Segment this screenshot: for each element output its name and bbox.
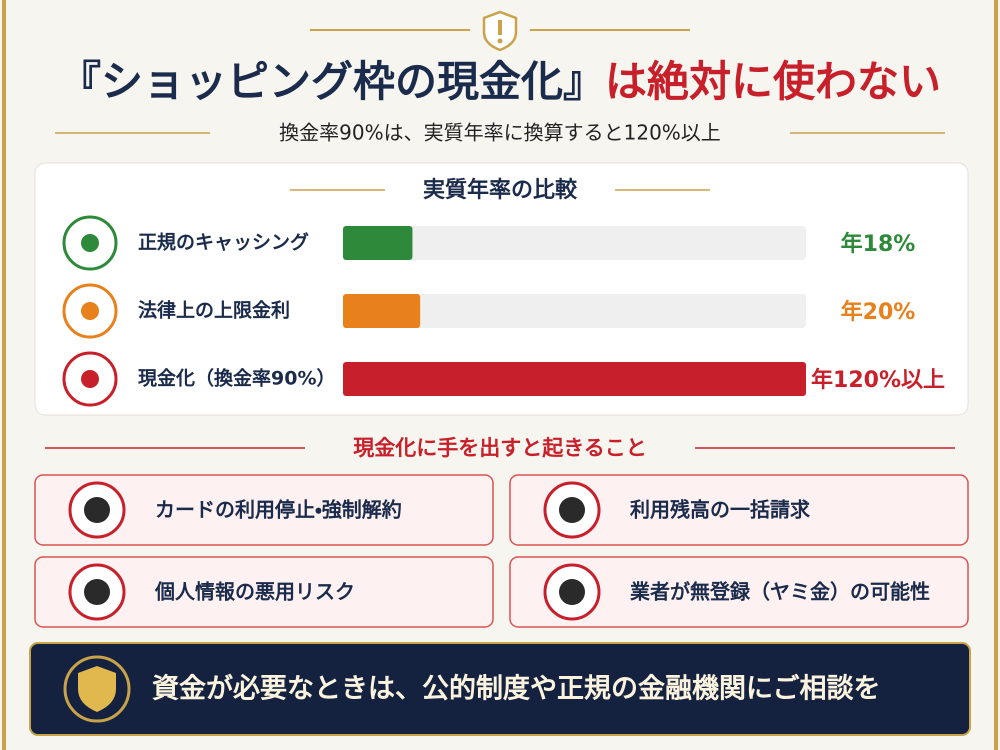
risk-text: 業者が無登録（ヤミ金）の可能性: [630, 580, 930, 604]
value-label: 年120%以上: [811, 367, 945, 393]
risk-card: [509, 474, 969, 546]
footer-message: 資金が必要なときは、公的制度や正規の金融機関にご相談を: [152, 673, 880, 705]
risk-icon-inner: [559, 579, 585, 605]
risks-title: 現金化に手を出すと起きること: [353, 436, 647, 460]
value-label: 年20%: [841, 299, 916, 325]
chart-title: 実質年率の比較: [423, 177, 578, 203]
category-label: 正規のキャッシング: [138, 231, 309, 254]
value-label: 年18%: [841, 231, 916, 257]
bar: [343, 294, 421, 328]
risk-icon-inner: [84, 497, 110, 523]
bar-chart: 正規のキャッシング 年18% 法律上の上限金利 年20% 現金化（換金率90%） 年120…: [62, 215, 945, 407]
risk-text: 利用残高の一括請求: [630, 498, 811, 522]
risk-icon-inner: [559, 497, 585, 523]
risk-text: 個人情報の悪用リスク: [154, 580, 355, 604]
category-icon-dot: [81, 234, 99, 252]
border-right: [994, 0, 998, 750]
subtitle: 換金率90%は、実質年率に換算すると120%以上: [279, 121, 721, 145]
bar: [343, 362, 806, 396]
category-icon-dot: [81, 370, 99, 388]
risk-card: [509, 556, 969, 628]
risk-icon-inner: [84, 579, 110, 605]
shield-mark: [498, 20, 502, 35]
category-label: 法律上の上限金利: [138, 299, 290, 322]
footer-shield: [78, 666, 116, 712]
bar-track: [343, 226, 806, 260]
footer-icon: [63, 655, 131, 723]
border-left: [2, 0, 6, 750]
category-icon-dot: [81, 302, 99, 320]
risk-card: [34, 556, 494, 628]
risk-card: [34, 474, 494, 546]
bar-track: [343, 294, 806, 328]
risk-text: カードの利用停止・強制解約: [155, 498, 402, 522]
bar: [343, 226, 413, 260]
title-part: は絶対に使わない: [605, 57, 941, 106]
footer-banner: [29, 642, 971, 736]
shield-mark: [497, 38, 503, 44]
category-label: 現金化（換金率90%）: [138, 367, 335, 390]
title-part: 『ショッピング枠の現金化』: [59, 57, 605, 106]
title: 『ショッピング枠の現金化』は絶対に使わない: [59, 57, 941, 106]
